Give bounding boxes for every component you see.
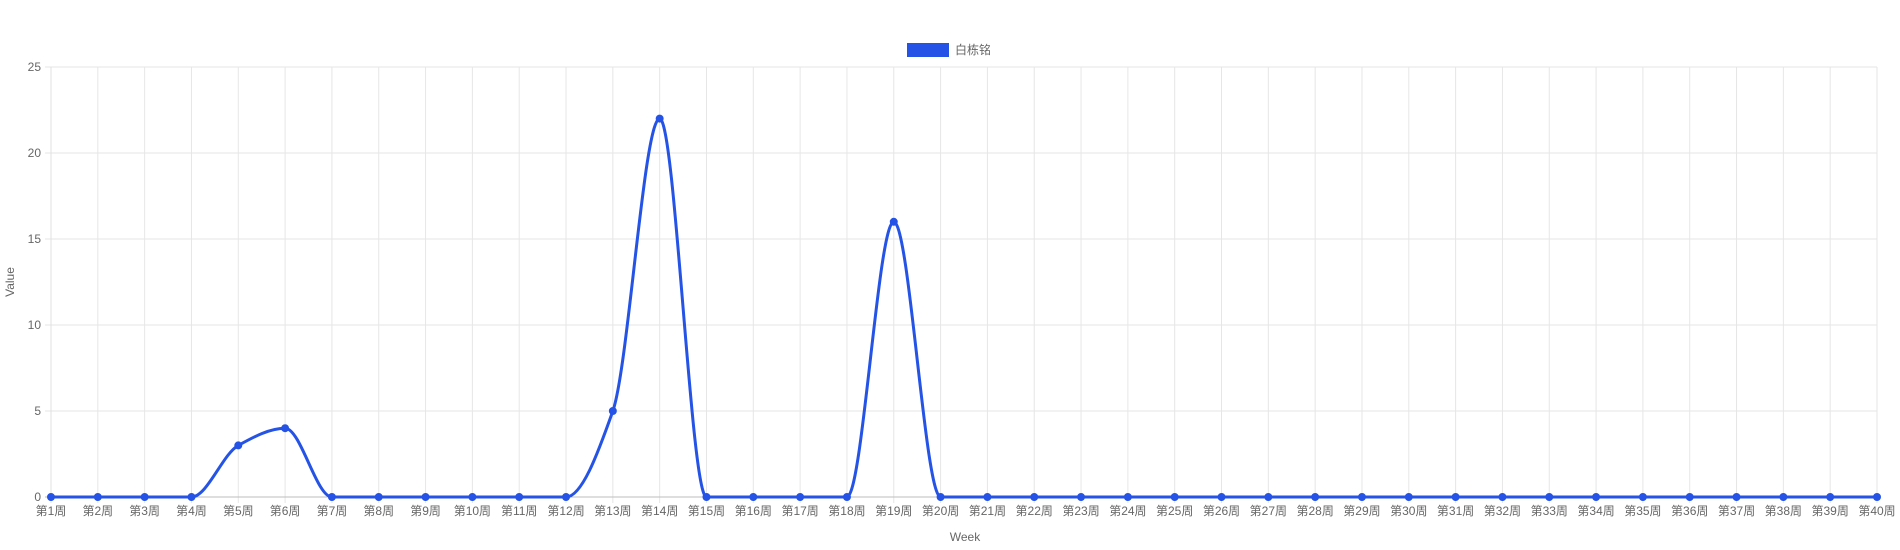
x-tick-label: 第26周 [1203, 504, 1240, 518]
series-layer [47, 114, 1881, 501]
data-point [1545, 493, 1554, 501]
x-tick-label: 第8周 [363, 504, 394, 518]
x-tick-label: 第25周 [1156, 504, 1193, 518]
x-tick-label: 第38周 [1765, 504, 1802, 518]
x-tick-label: 第28周 [1296, 504, 1333, 518]
y-tick-label: 10 [28, 318, 42, 332]
x-tick-label: 第34周 [1577, 504, 1614, 518]
x-tick-label: 第18周 [828, 504, 865, 518]
x-tick-label: 第40周 [1858, 504, 1895, 518]
x-tick-label: 第16周 [735, 504, 772, 518]
x-tick-label: 第35周 [1624, 504, 1661, 518]
x-tick-label: 第39周 [1811, 504, 1848, 518]
x-tick-label: 第36周 [1671, 504, 1708, 518]
x-tick-label: 第31周 [1437, 504, 1474, 518]
x-tick-label: 第37周 [1718, 504, 1755, 518]
legend[interactable]: 白栋铭 [907, 42, 991, 57]
y-tick-label: 15 [28, 232, 42, 246]
data-point [1357, 493, 1366, 501]
x-tick-label: 第3周 [129, 504, 160, 518]
x-tick-label: 第2周 [82, 504, 113, 518]
data-point [1264, 493, 1273, 501]
data-point [1170, 493, 1179, 501]
data-point [655, 114, 664, 123]
x-tick-label: 第1周 [36, 504, 67, 518]
x-tick-label: 第7周 [317, 504, 348, 518]
data-point [1732, 493, 1741, 501]
data-point [1123, 493, 1132, 501]
data-point [468, 493, 477, 501]
data-point [187, 493, 196, 501]
x-tick-label: 第20周 [922, 504, 959, 518]
x-tick-label: 第30周 [1390, 504, 1427, 518]
x-tick-label: 第17周 [781, 504, 818, 518]
x-tick-label: 第9周 [410, 504, 441, 518]
data-point [796, 493, 805, 501]
x-tick-label: 第33周 [1531, 504, 1568, 518]
data-point [421, 493, 430, 501]
x-tick-label: 第23周 [1062, 504, 1099, 518]
x-tick-label: 第19周 [875, 504, 912, 518]
data-point [1779, 493, 1788, 501]
y-axis-title: Value [3, 267, 17, 297]
data-point [889, 217, 898, 226]
data-point [842, 493, 851, 501]
x-tick-label: 第21周 [969, 504, 1006, 518]
data-point [1311, 493, 1320, 501]
axes: 0 5 10 15 20 25 第1周 第2周 第3周 第4周 第5周 第6周 第7周 第8周 第9周 第10… [28, 60, 1896, 518]
data-point [1404, 493, 1413, 501]
data-point [702, 493, 711, 501]
x-tick-label: 第14周 [641, 504, 678, 518]
x-tick-label: 第27周 [1250, 504, 1287, 518]
data-point [281, 424, 290, 433]
x-tick-label: 第32周 [1484, 504, 1521, 518]
x-tick-label: 第29周 [1343, 504, 1380, 518]
data-point [1826, 493, 1835, 501]
x-tick-label: 第10周 [454, 504, 491, 518]
data-point [1217, 493, 1226, 501]
data-point [93, 493, 102, 501]
data-point [374, 493, 383, 501]
x-tick-label: 第5周 [223, 504, 254, 518]
x-tick-label: 第11周 [501, 504, 537, 518]
data-point [562, 493, 571, 501]
x-tick-label: 第15周 [688, 504, 725, 518]
data-point [1638, 493, 1647, 501]
y-tick-label: 5 [34, 404, 41, 418]
series-line [51, 117, 1878, 499]
data-point [234, 441, 243, 450]
data-point [1498, 493, 1507, 501]
legend-label[interactable]: 白栋铭 [955, 42, 991, 57]
legend-swatch[interactable] [907, 43, 949, 57]
data-point [1030, 493, 1039, 501]
x-tick-label: 第12周 [547, 504, 584, 518]
data-point [983, 493, 992, 501]
data-point [47, 493, 55, 501]
y-tick-label: 25 [28, 60, 42, 74]
data-point [1592, 493, 1601, 501]
data-point [1685, 493, 1694, 501]
x-tick-label: 第22周 [1016, 504, 1053, 518]
data-point [1077, 493, 1086, 501]
x-tick-label: 第4周 [176, 504, 207, 518]
data-point [936, 493, 945, 501]
data-point [1873, 493, 1881, 501]
data-point [140, 493, 149, 501]
data-point [608, 407, 617, 415]
x-tick-label: 第6周 [270, 504, 301, 518]
x-axis-title: Week [950, 530, 981, 544]
data-point [1451, 493, 1460, 501]
data-point [327, 493, 336, 501]
grid-lines [45, 66, 1878, 503]
y-tick-label: 20 [28, 146, 42, 160]
data-point [515, 493, 524, 501]
x-tick-label: 第24周 [1109, 504, 1146, 518]
x-tick-label: 第13周 [594, 504, 631, 518]
y-tick-label: 0 [34, 490, 41, 504]
data-point [749, 493, 758, 501]
